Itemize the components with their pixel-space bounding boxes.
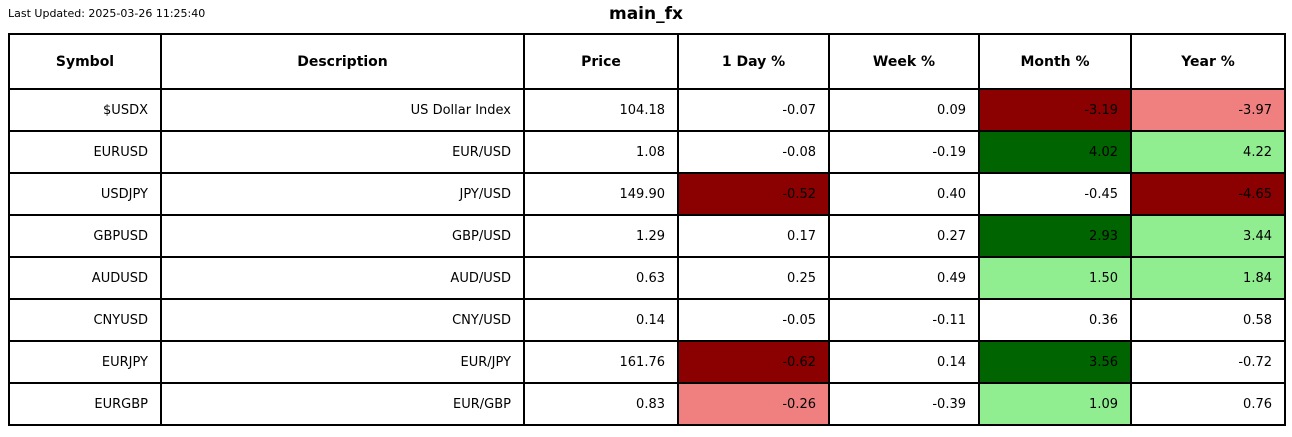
table-row: EURJPY EUR/JPY 161.76 -0.62 0.14 3.56 -0.72 xyxy=(8,340,1286,384)
column-header-description: Description xyxy=(160,33,525,90)
table-body: $USDX US Dollar Index 104.18 -0.07 0.09 -3.19… xyxy=(8,88,1286,426)
month-pct-cell: -0.45 xyxy=(978,172,1132,216)
table-header: Symbol Description Price 1 Day % Week % … xyxy=(8,33,1286,90)
price-cell: 104.18 xyxy=(523,88,679,132)
description-cell: EUR/JPY xyxy=(160,340,525,384)
price-cell: 0.63 xyxy=(523,256,679,300)
symbol-cell: EURGBP xyxy=(8,382,162,426)
description-cell: AUD/USD xyxy=(160,256,525,300)
symbol-cell: AUDUSD xyxy=(8,256,162,300)
month-pct-cell: 0.36 xyxy=(978,298,1132,342)
year-pct-cell: 3.44 xyxy=(1130,214,1286,258)
page-title: main_fx xyxy=(609,4,683,24)
week-pct-cell: -0.11 xyxy=(828,298,980,342)
day-pct-cell: -0.26 xyxy=(677,382,830,426)
week-pct-cell: 0.09 xyxy=(828,88,980,132)
day-pct-cell: -0.05 xyxy=(677,298,830,342)
symbol-cell: GBPUSD xyxy=(8,214,162,258)
column-header-month-pct: Month % xyxy=(978,33,1132,90)
week-pct-cell: -0.39 xyxy=(828,382,980,426)
column-header-price: Price xyxy=(523,33,679,90)
description-cell: EUR/GBP xyxy=(160,382,525,426)
day-pct-cell: -0.52 xyxy=(677,172,830,216)
table-row: $USDX US Dollar Index 104.18 -0.07 0.09 -3.19… xyxy=(8,88,1286,132)
column-header-symbol: Symbol xyxy=(8,33,162,90)
fx-rates-table: Symbol Description Price 1 Day % Week % … xyxy=(8,33,1286,426)
week-pct-cell: 0.14 xyxy=(828,340,980,384)
week-pct-cell: -0.19 xyxy=(828,130,980,174)
description-cell: GBP/USD xyxy=(160,214,525,258)
table-row: USDJPY JPY/USD 149.90 -0.52 0.40 -0.45 -4.65 xyxy=(8,172,1286,216)
month-pct-cell: 3.56 xyxy=(978,340,1132,384)
price-cell: 0.14 xyxy=(523,298,679,342)
year-pct-cell: 0.76 xyxy=(1130,382,1286,426)
last-updated-timestamp: Last Updated: 2025-03-26 11:25:40 xyxy=(8,7,206,20)
month-pct-cell: 4.02 xyxy=(978,130,1132,174)
month-pct-cell: 1.09 xyxy=(978,382,1132,426)
table-row: EURGBP EUR/GBP 0.83 -0.26 -0.39 1.09 0.76 xyxy=(8,382,1286,426)
table-row: CNYUSD CNY/USD 0.14 -0.05 -0.11 0.36 0.58 xyxy=(8,298,1286,342)
month-pct-cell: 1.50 xyxy=(978,256,1132,300)
description-cell: CNY/USD xyxy=(160,298,525,342)
table-row: AUDUSD AUD/USD 0.63 0.25 0.49 1.50 1.84 xyxy=(8,256,1286,300)
symbol-cell: CNYUSD xyxy=(8,298,162,342)
week-pct-cell: 0.49 xyxy=(828,256,980,300)
price-cell: 161.76 xyxy=(523,340,679,384)
table-row: EURUSD EUR/USD 1.08 -0.08 -0.19 4.02 4.22 xyxy=(8,130,1286,174)
symbol-cell: USDJPY xyxy=(8,172,162,216)
column-header-week-pct: Week % xyxy=(828,33,980,90)
symbol-cell: EURUSD xyxy=(8,130,162,174)
week-pct-cell: 0.40 xyxy=(828,172,980,216)
price-cell: 0.83 xyxy=(523,382,679,426)
month-pct-cell: 2.93 xyxy=(978,214,1132,258)
table-row: GBPUSD GBP/USD 1.29 0.17 0.27 2.93 3.44 xyxy=(8,214,1286,258)
year-pct-cell: -3.97 xyxy=(1130,88,1286,132)
price-cell: 149.90 xyxy=(523,172,679,216)
day-pct-cell: -0.62 xyxy=(677,340,830,384)
day-pct-cell: -0.08 xyxy=(677,130,830,174)
symbol-cell: EURJPY xyxy=(8,340,162,384)
description-cell: JPY/USD xyxy=(160,172,525,216)
header-row: Symbol Description Price 1 Day % Week % … xyxy=(8,33,1286,90)
year-pct-cell: 1.84 xyxy=(1130,256,1286,300)
year-pct-cell: 4.22 xyxy=(1130,130,1286,174)
month-pct-cell: -3.19 xyxy=(978,88,1132,132)
year-pct-cell: 0.58 xyxy=(1130,298,1286,342)
description-cell: EUR/USD xyxy=(160,130,525,174)
day-pct-cell: -0.07 xyxy=(677,88,830,132)
year-pct-cell: -0.72 xyxy=(1130,340,1286,384)
symbol-cell: $USDX xyxy=(8,88,162,132)
column-header-year-pct: Year % xyxy=(1130,33,1286,90)
day-pct-cell: 0.17 xyxy=(677,214,830,258)
week-pct-cell: 0.27 xyxy=(828,214,980,258)
column-header-day-pct: 1 Day % xyxy=(677,33,830,90)
description-cell: US Dollar Index xyxy=(160,88,525,132)
year-pct-cell: -4.65 xyxy=(1130,172,1286,216)
day-pct-cell: 0.25 xyxy=(677,256,830,300)
price-cell: 1.08 xyxy=(523,130,679,174)
price-cell: 1.29 xyxy=(523,214,679,258)
